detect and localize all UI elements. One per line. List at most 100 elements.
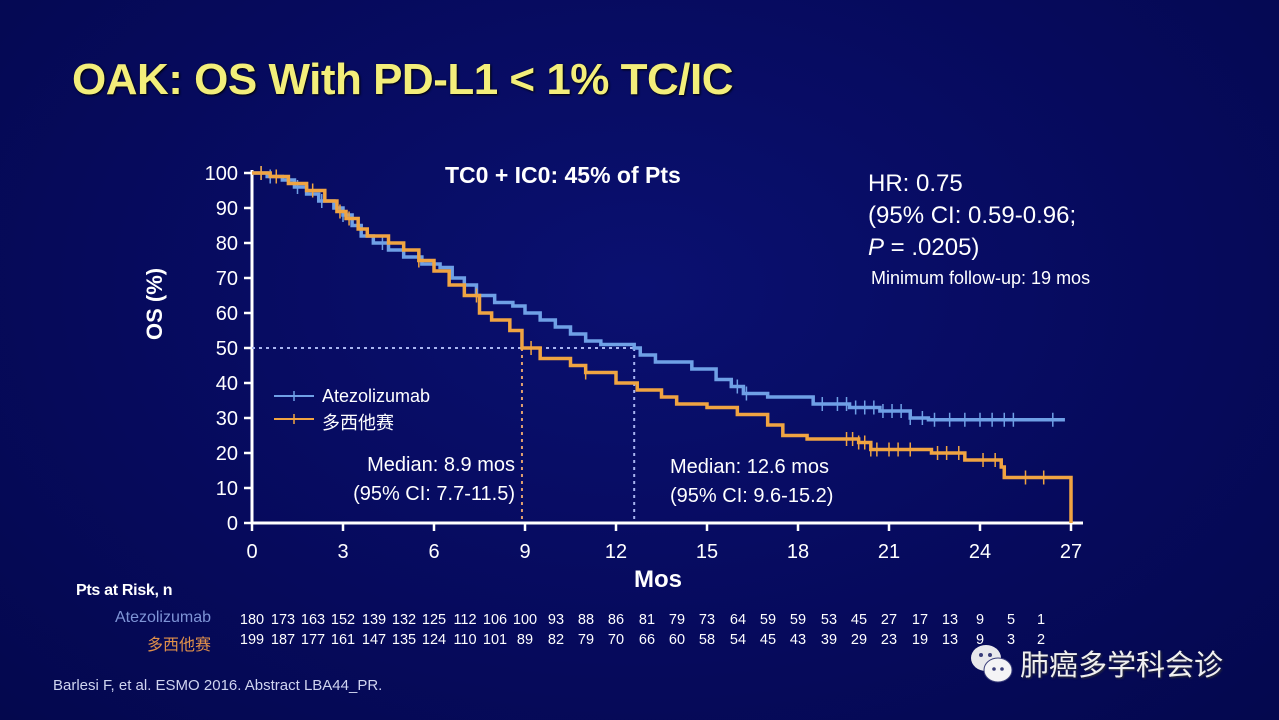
risk-cell: 53 (820, 612, 838, 628)
min-followup: Minimum follow-up: 19 mos (871, 268, 1091, 288)
risk-cell: 79 (668, 612, 686, 628)
x-tick-label: 3 (337, 541, 348, 563)
risk-cell: 13 (941, 612, 959, 628)
risk-cell: 2 (1036, 632, 1046, 648)
risk-cell: 43 (789, 632, 807, 648)
x-tick-label: 18 (787, 541, 809, 563)
legend-swatch-docetaxel (274, 414, 314, 424)
hr-ci: (95% CI: 0.59-0.96; (868, 202, 1077, 229)
p-value: P = .0205) (868, 232, 1076, 264)
median-atezolizumab: Median: 12.6 mos (95% CI: 9.6-15.2) (670, 453, 833, 511)
curve-atezolizumab (252, 171, 1065, 422)
risk-cell: 73 (698, 612, 716, 628)
risk-cell: 29 (850, 632, 868, 648)
risk-cell: 3 (1006, 632, 1016, 648)
risk-cell: 100 (512, 612, 538, 628)
risk-cell: 125 (421, 612, 447, 628)
legend-label-docetaxel: 多西他赛 (322, 413, 394, 433)
x-axis-label: Mos (634, 566, 682, 593)
median-atezolizumab-ci: (95% CI: 9.6-15.2) (670, 485, 834, 507)
risk-cell: 180 (239, 612, 265, 628)
chart-subtitle: TC0 + IC0: 45% of Pts (445, 162, 681, 188)
y-tick-label: 80 (216, 233, 238, 255)
risk-cell: 5 (1006, 612, 1016, 628)
risk-cell: 39 (820, 632, 838, 648)
risk-cell: 135 (391, 632, 417, 648)
risk-cell: 81 (638, 612, 656, 628)
p-label: P (868, 234, 885, 261)
risk-cell: 88 (577, 612, 595, 628)
risk-cell: 82 (547, 632, 565, 648)
citation: Barlesi F, et al. ESMO 2016. Abstract LB… (53, 677, 383, 694)
p-number: = .0205) (884, 234, 980, 261)
risk-cell: 45 (850, 612, 868, 628)
watermark-text: 肺癌多学科会诊 (1020, 650, 1224, 682)
risk-cell: 110 (453, 632, 477, 648)
x-tick-label: 9 (519, 541, 530, 563)
risk-cell: 124 (421, 632, 447, 648)
risk-cell: 54 (729, 632, 747, 648)
x-tick-label: 0 (246, 541, 257, 563)
reference-lines (252, 347, 636, 523)
survival-curves (252, 166, 1073, 523)
risk-cell: 79 (577, 632, 595, 648)
y-tick-label: 0 (227, 513, 238, 535)
risk-cell: 27 (880, 612, 898, 628)
risk-cell: 45 (759, 632, 777, 648)
y-tick-label: 50 (216, 338, 238, 360)
risk-cell: 58 (698, 632, 716, 648)
risk-cell: 101 (482, 632, 508, 648)
x-tick-label: 21 (878, 541, 900, 563)
risk-cell: 60 (668, 632, 686, 648)
risk-cell: 112 (453, 612, 477, 628)
risk-cell: 187 (270, 632, 296, 648)
risk-cell: 173 (270, 612, 296, 628)
legend-swatch-atezolizumab (274, 391, 314, 401)
risk-cell: 19 (911, 632, 929, 648)
legend-label-atezolizumab: Atezolizumab (322, 386, 431, 406)
risk-cell: 199 (239, 632, 265, 648)
legend (274, 391, 314, 424)
y-tick-label: 40 (216, 373, 238, 395)
x-tick-label: 15 (696, 541, 718, 563)
risk-cell: 106 (482, 612, 508, 628)
x-tick-label: 27 (1060, 541, 1082, 563)
risk-cell: 59 (759, 612, 777, 628)
risk-cell: 9 (975, 612, 985, 628)
risk-cell: 147 (361, 632, 387, 648)
risk-cell: 17 (911, 612, 929, 628)
hr-value: HR: 0.75 (868, 170, 963, 197)
risk-cell: 66 (638, 632, 656, 648)
risk-cell: 132 (391, 612, 417, 628)
y-tick-label: 90 (216, 198, 238, 220)
risk-cell: 93 (547, 612, 565, 628)
risk-cell: 23 (880, 632, 898, 648)
axes: 0 3 6 9 12 15 18 21 24 27 0 10 20 30 40 50 60 70 80 90 100 (205, 163, 1083, 563)
risk-cell: 139 (361, 612, 387, 628)
median-docetaxel-label: Median: 8.9 mos (367, 454, 515, 476)
y-tick-label: 60 (216, 303, 238, 325)
risk-cell: 163 (300, 612, 326, 628)
risk-cell: 152 (330, 612, 356, 628)
y-tick-label: 70 (216, 268, 238, 290)
y-tick-label: 20 (216, 443, 238, 465)
median-docetaxel: Median: 8.9 mos (95% CI: 7.7-11.5) (353, 451, 515, 509)
median-docetaxel-ci: (95% CI: 7.7-11.5) (353, 483, 515, 505)
x-tick-label: 12 (605, 541, 627, 563)
x-tick-label: 6 (428, 541, 439, 563)
y-tick-label: 30 (216, 408, 238, 430)
y-tick-label: 10 (216, 478, 238, 500)
risk-table-title: Pts at Risk, n (76, 582, 173, 599)
risk-cell: 177 (300, 632, 326, 648)
median-atezolizumab-label: Median: 12.6 mos (670, 456, 829, 478)
risk-cell: 86 (607, 612, 625, 628)
risk-row-label-atezolizumab: Atezolizumab (114, 609, 211, 626)
risk-row-label-docetaxel: 多西他赛 (146, 637, 211, 654)
risk-cell: 64 (729, 612, 747, 628)
risk-cell: 13 (941, 632, 959, 648)
risk-cell: 70 (607, 632, 625, 648)
risk-cell: 1 (1036, 612, 1046, 628)
hazard-ratio-block: HR: 0.75 (95% CI: 0.59-0.96; P = .0205) (868, 168, 1076, 264)
risk-cell: 89 (516, 632, 534, 648)
